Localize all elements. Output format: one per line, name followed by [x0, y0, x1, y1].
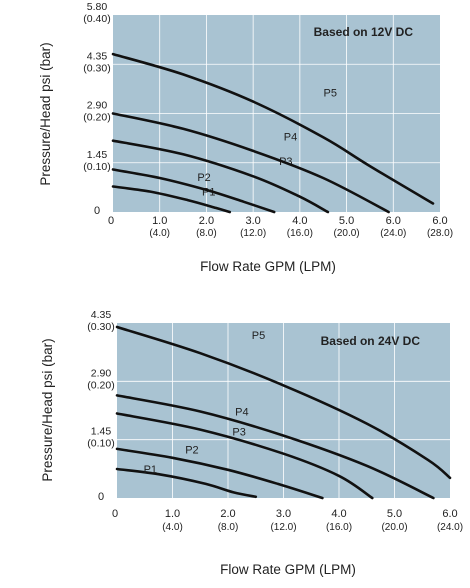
y-axis-title: Pressure/Head psi (bar)	[40, 338, 55, 481]
y-tick-sublabel: (0.20)	[87, 379, 114, 391]
series-label-p2: P2	[185, 445, 198, 457]
x-tick-label: 5.0	[339, 215, 354, 227]
y-tick-label: 0	[98, 491, 104, 503]
x-tick-label: 2.0	[220, 508, 235, 520]
series-label-p2: P2	[197, 172, 210, 184]
x-tick-sublabel: (12.0)	[240, 228, 266, 239]
x-tick-sublabel: (24.0)	[437, 522, 463, 533]
series-label-p5: P5	[252, 330, 265, 342]
x-tick-sublabel: (8.0)	[218, 522, 239, 533]
x-tick-label: 5.0	[387, 508, 402, 520]
series-line-p4	[115, 394, 435, 500]
series-line-p1	[111, 185, 232, 214]
x-tick-sublabel: (8.0)	[196, 228, 217, 239]
x-tick-sublabel: (28.0)	[427, 228, 453, 239]
grid	[113, 15, 440, 212]
series-label-p4: P4	[284, 132, 297, 144]
series-line-p3	[115, 412, 374, 500]
chart-1: P1 P2 P3 P4 P5 Based on 24V DC 0 1.0 (4.0) 2.0 (8.…	[40, 309, 463, 577]
series-line-p4	[111, 112, 390, 214]
series-label-p1: P1	[144, 464, 157, 476]
x-tick-label: 1.0	[165, 508, 180, 520]
y-axis-title: Pressure/Head psi (bar)	[38, 42, 53, 185]
x-tick-label: 1.0	[152, 215, 167, 227]
x-tick-sublabel: (20.0)	[334, 228, 360, 239]
x-tick-sublabel: (24.0)	[380, 228, 406, 239]
x-tick-sublabel: (12.0)	[270, 522, 296, 533]
y-tick-label: 2.90	[91, 367, 112, 379]
y-tick-label: 1.45	[87, 149, 108, 161]
y-tick-label: 4.35	[91, 309, 112, 321]
chart-annotation: Based on 24V DC	[321, 334, 421, 348]
x-axis-title: Flow Rate GPM (LPM)	[200, 259, 336, 274]
series-line-p1	[115, 467, 258, 499]
series-line-p5	[111, 52, 435, 205]
x-tick-sublabel: (16.0)	[287, 228, 313, 239]
y-tick-label: 5.80	[87, 1, 108, 13]
series-line-p2	[111, 168, 276, 214]
y-tick-label: 4.35	[87, 50, 108, 62]
x-tick-label: 6.0	[432, 215, 447, 227]
series-line-p5	[115, 325, 452, 480]
series-label-p5: P5	[323, 88, 336, 100]
x-tick-sublabel: (16.0)	[326, 522, 352, 533]
series-line-p3	[111, 139, 330, 214]
series-label-p4: P4	[235, 407, 248, 419]
y-tick-label: 1.45	[91, 426, 112, 438]
x-tick-label: 3.0	[276, 508, 291, 520]
y-tick-label: 2.90	[87, 100, 108, 112]
x-tick-label: 4.0	[331, 508, 346, 520]
series-line-p2	[115, 447, 324, 500]
x-tick-sublabel: (4.0)	[162, 522, 183, 533]
x-tick-label: 3.0	[245, 215, 260, 227]
y-tick-sublabel: (0.10)	[83, 161, 110, 173]
y-tick-sublabel: (0.30)	[83, 62, 110, 74]
grid	[117, 323, 450, 498]
x-tick-label: 0	[112, 508, 118, 520]
x-tick-label: 4.0	[292, 215, 307, 227]
y-tick-sublabel: (0.40)	[83, 13, 110, 25]
x-axis-title: Flow Rate GPM (LPM)	[220, 562, 356, 577]
x-tick-label: 0	[108, 215, 114, 227]
y-tick-sublabel: (0.20)	[83, 112, 110, 124]
y-tick-sublabel: (0.10)	[87, 438, 114, 450]
y-tick-sublabel: (0.30)	[87, 321, 114, 333]
x-tick-sublabel: (20.0)	[381, 522, 407, 533]
series-label-p3: P3	[232, 427, 245, 439]
x-tick-label: 6.0	[386, 215, 401, 227]
x-tick-label: 2.0	[199, 215, 214, 227]
x-tick-sublabel: (4.0)	[149, 228, 170, 239]
chart-annotation: Based on 12V DC	[314, 25, 414, 39]
y-tick-label: 0	[94, 205, 100, 217]
x-tick-label: 6.0	[442, 508, 457, 520]
